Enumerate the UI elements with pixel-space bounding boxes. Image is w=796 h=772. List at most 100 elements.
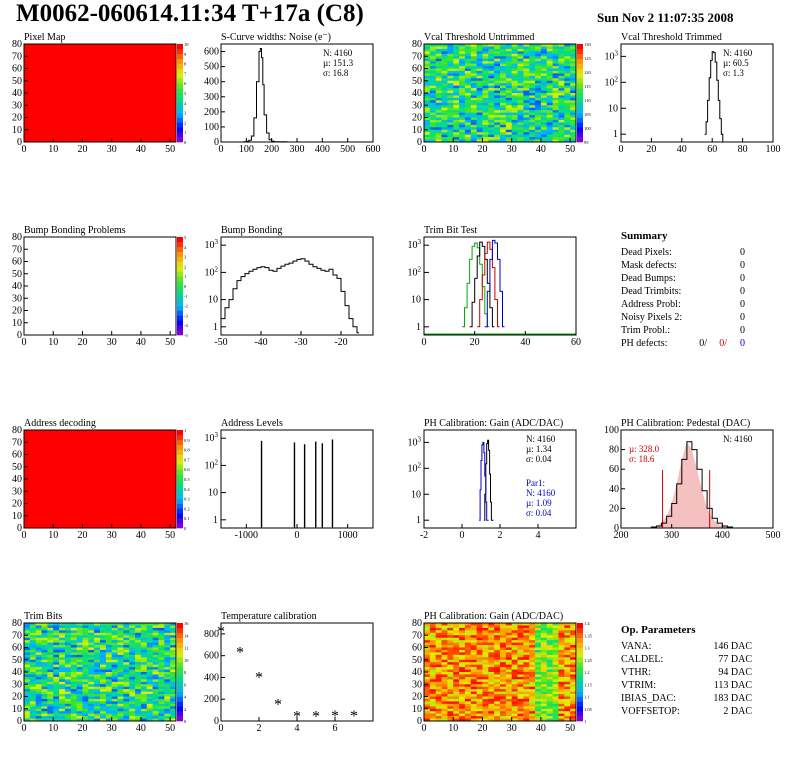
heatmap-cell — [459, 115, 466, 118]
heatmap-cell — [540, 83, 548, 86]
heatmap-cell — [429, 66, 436, 69]
heatmap-cell — [459, 78, 466, 82]
heatmap-cell — [482, 63, 489, 67]
heatmap-cell — [459, 53, 466, 57]
heatmap-cell — [482, 139, 489, 143]
heatmap-cell — [76, 676, 83, 680]
heatmap-cell — [494, 681, 501, 685]
heatmap-cell — [170, 706, 177, 710]
x-tick-label: 50 — [165, 144, 175, 155]
heatmap-cell — [505, 654, 512, 658]
heatmap-cell — [152, 681, 159, 685]
heatmap-cell — [540, 642, 548, 646]
heatmap-cell — [470, 647, 477, 651]
color-scale-label: 2 — [184, 707, 186, 712]
y-tick-label: 40 — [12, 281, 22, 292]
heatmap-cell — [488, 124, 495, 128]
heatmap-cell — [41, 706, 48, 710]
heatmap-cell — [117, 686, 124, 690]
heatmap-cell — [424, 696, 431, 700]
heatmap-cell — [82, 703, 89, 707]
heatmap-cell — [505, 662, 512, 665]
color-scale-label: 0.2 — [184, 506, 190, 511]
heatmap-cell — [88, 637, 95, 641]
x-tick-label: -2 — [420, 530, 428, 541]
heatmap-cell — [564, 632, 571, 636]
heatmap-cell — [64, 672, 72, 675]
heatmap-cell — [464, 652, 472, 656]
heatmap-cell — [529, 80, 536, 84]
heatmap-cell — [529, 654, 536, 658]
heatmap-cell — [500, 137, 507, 140]
summary-label: PH defects: — [621, 338, 667, 349]
heatmap-cell — [146, 694, 153, 697]
op-parameter-value: 2 DAC — [723, 706, 752, 717]
heatmap-cell — [435, 672, 442, 675]
heatmap-cell — [164, 674, 171, 678]
heatmap-cell — [488, 115, 495, 118]
heatmap-cell — [424, 667, 431, 670]
color-scale-segment — [577, 97, 583, 104]
heatmap-cell — [146, 649, 153, 653]
color-scale-segment — [177, 102, 183, 108]
heatmap-cell — [482, 664, 489, 668]
heatmap-cell — [529, 44, 536, 47]
heatmap-cell — [152, 674, 159, 678]
heatmap-cell — [523, 105, 530, 108]
color-scale-label: -1 — [184, 294, 188, 299]
heatmap-cell — [29, 657, 36, 661]
heatmap-cell — [447, 110, 454, 113]
heatmap-cell — [523, 627, 530, 631]
heatmap-cell — [464, 97, 472, 101]
heatmap-cell — [535, 657, 542, 661]
heatmap-cell — [564, 53, 571, 57]
heatmap-cell — [488, 627, 495, 631]
heatmap-cell — [435, 63, 442, 67]
heatmap-cell — [447, 718, 454, 722]
heatmap-cell — [152, 667, 159, 670]
heatmap-cell — [24, 681, 31, 685]
heatmap-cell — [140, 684, 148, 687]
heatmap-cell — [135, 659, 142, 663]
heatmap-cell — [76, 708, 83, 712]
heatmap-cell — [429, 657, 436, 661]
heatmap-cell — [464, 686, 472, 690]
heatmap-cell — [494, 61, 501, 64]
plot-frame — [423, 236, 577, 336]
heatmap-cell — [29, 708, 36, 712]
heatmap-cell — [140, 642, 148, 646]
heatmap-cell — [70, 703, 77, 707]
heatmap-cell — [523, 115, 530, 118]
heatmap-cell — [511, 107, 518, 111]
heatmap-cell — [429, 649, 436, 653]
heatmap-cell — [488, 625, 495, 629]
heatmap-cell — [511, 110, 518, 113]
heatmap-cell — [100, 667, 107, 670]
heatmap-cell — [564, 107, 571, 111]
heatmap-cell — [558, 623, 565, 626]
x-tick-label: 50 — [165, 723, 175, 734]
heatmap-cell — [146, 706, 153, 710]
heatmap-cell — [529, 708, 536, 712]
heatmap-cell — [64, 674, 72, 678]
heatmap-cell — [540, 696, 548, 700]
heatmap-cell — [111, 649, 118, 653]
color-scale-segment — [177, 488, 183, 494]
heatmap-cell — [505, 83, 512, 86]
color-scale-segment — [177, 246, 183, 252]
heatmap-cell — [535, 44, 542, 47]
heatmap-cell — [135, 669, 142, 673]
heatmap-cell — [88, 647, 95, 651]
heatmap-cell — [505, 88, 512, 91]
heatmap-cell — [117, 669, 124, 673]
heatmap-cell — [470, 630, 477, 634]
heatmap-cell — [505, 137, 512, 140]
heatmap-cell — [435, 85, 442, 89]
heatmap-cell — [70, 657, 77, 661]
color-scale-segment — [177, 112, 183, 118]
fit-stats-line: Par1: — [526, 478, 545, 488]
heatmap-cell — [511, 78, 518, 82]
color-scale-segment — [177, 132, 183, 138]
heatmap-cell — [64, 703, 72, 707]
